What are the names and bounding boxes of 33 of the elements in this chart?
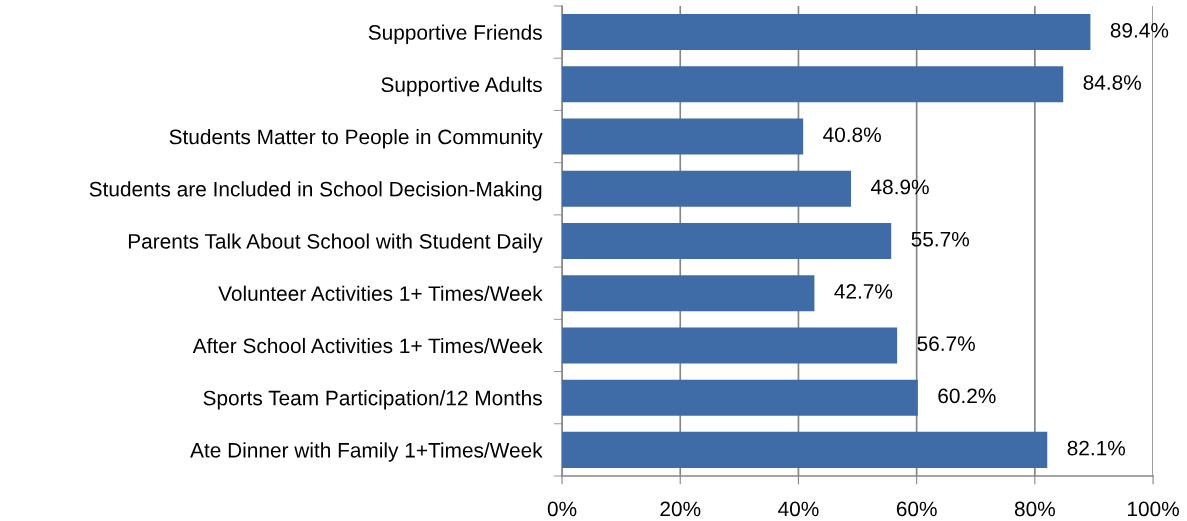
y-tick-label: After School Activities 1+ Times/Week bbox=[192, 337, 543, 354]
x-tick-label: 100% bbox=[1128, 501, 1179, 517]
y-tick-label: Ate Dinner with Family 1+Times/Week bbox=[190, 442, 543, 462]
bar bbox=[562, 14, 1091, 51]
data-label: 60.2% bbox=[938, 388, 996, 404]
y-tick-label: Volunteer Activities 1+ Times/Week bbox=[218, 285, 543, 301]
data-label: 89.4% bbox=[1110, 22, 1169, 38]
y-tick-label: Supportive Friends bbox=[368, 24, 542, 44]
bar bbox=[562, 379, 918, 416]
x-tick-label: 60% bbox=[896, 501, 937, 517]
bar bbox=[562, 431, 1048, 468]
bar bbox=[562, 118, 804, 155]
y-tick-label: Students are Included in School Decision-Making bbox=[89, 181, 542, 201]
data-label: 42.7% bbox=[834, 284, 893, 299]
y-tick-label: Parents Talk About School with Student Daily bbox=[128, 233, 543, 253]
x-tick-label: 80% bbox=[1014, 501, 1055, 517]
bar bbox=[562, 275, 815, 312]
bar bbox=[562, 327, 898, 364]
data-label: 82.1% bbox=[1067, 440, 1126, 456]
bar bbox=[562, 66, 1064, 103]
data-label: 56.7% bbox=[917, 336, 975, 352]
x-tick-label: 0% bbox=[547, 501, 577, 517]
data-label: 84.8% bbox=[1083, 75, 1141, 90]
data-label: 48.9% bbox=[870, 179, 929, 195]
x-tick-label: 40% bbox=[778, 501, 819, 517]
bar bbox=[562, 222, 892, 259]
y-tick-label: Supportive Adults bbox=[381, 76, 542, 97]
x-tick-label: 20% bbox=[660, 501, 701, 517]
y-tick-label: Students Matter to People in Community bbox=[169, 129, 543, 149]
data-label: 55.7% bbox=[911, 231, 970, 247]
data-label: 40.8% bbox=[823, 127, 881, 143]
bar bbox=[562, 170, 852, 207]
y-tick-label: Sports Team Participation/12 Months bbox=[203, 390, 542, 410]
